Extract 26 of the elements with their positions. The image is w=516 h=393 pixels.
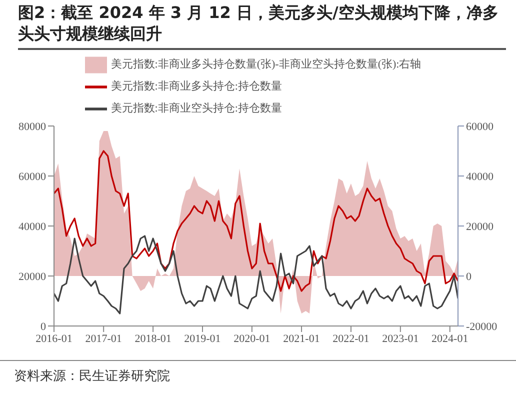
y-tick-label: 80000 [18, 120, 46, 133]
y2-tick-label: 60000 [466, 120, 494, 133]
x-tick-label: 2023-01 [382, 332, 419, 345]
legend-label: 美元指数:非商业空头持仓:持仓数量 [110, 102, 282, 115]
line-series [54, 235, 458, 314]
y-tick-label: 20000 [18, 270, 46, 283]
y2-tick-label: -20000 [466, 320, 498, 333]
line-series [54, 150, 458, 292]
x-tick-label: 2022-01 [332, 332, 370, 345]
x-tick-label: 2020-01 [234, 332, 270, 345]
legend-label: 美元指数:非商业多头持仓数量(张)-非商业空头持仓数量(张):右轴 [110, 58, 422, 71]
y2-tick-label: 40000 [466, 170, 494, 183]
x-tick-label: 2019-01 [184, 332, 221, 345]
x-tick-label: 2018-01 [134, 332, 172, 345]
chart-title: 图2：截至 2024 年 3 月 12 日，美元多头/空头规模均下降，净多头头寸规模继续回升 [18, 2, 506, 50]
y-tick-label: 0 [40, 320, 46, 333]
y-tick-label: 60000 [18, 170, 46, 183]
text: 资料来源：民生证券研究院 [14, 368, 171, 385]
x-tick-label: 2016-01 [36, 332, 72, 345]
y-tick-label: 40000 [18, 220, 46, 233]
y2-tick-label: 20000 [466, 220, 494, 233]
y2-tick-label: 0 [466, 270, 472, 283]
x-tick-label: 2021-01 [283, 332, 320, 345]
x-tick-label: 2017-01 [85, 332, 122, 345]
legend-label: 美元指数:非商业多头持仓:持仓数量 [110, 80, 282, 93]
x-tick-label: 2024-01 [432, 332, 468, 345]
